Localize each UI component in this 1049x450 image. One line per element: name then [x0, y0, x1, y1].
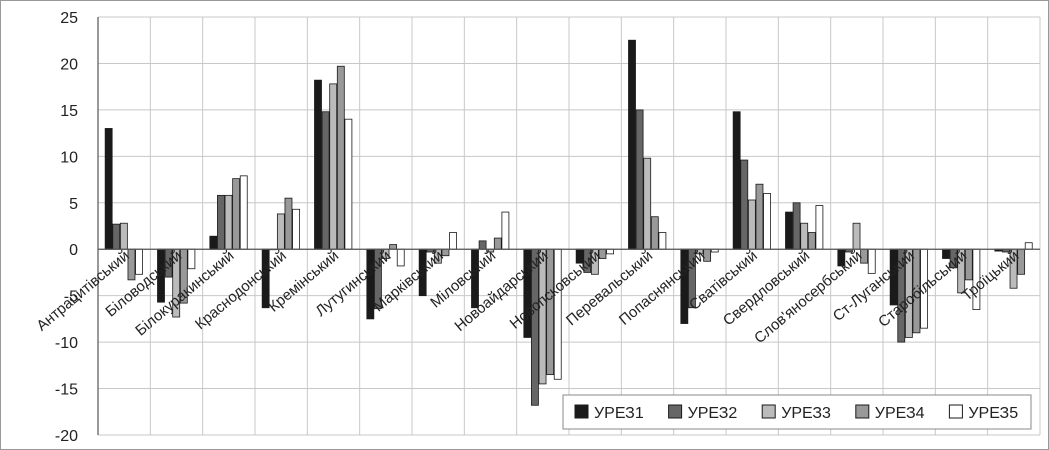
bar	[449, 232, 457, 250]
bar	[209, 235, 218, 250]
bar	[763, 193, 771, 250]
bar	[135, 248, 143, 275]
bar	[755, 183, 764, 250]
bar	[1024, 242, 1033, 250]
legend-swatch	[948, 404, 963, 419]
axes	[97, 17, 1040, 435]
bar	[747, 199, 756, 250]
bar	[217, 194, 225, 250]
legend-swatch	[574, 404, 589, 419]
legend-swatch	[668, 404, 683, 419]
bar	[501, 211, 510, 250]
bar	[127, 248, 136, 281]
bar	[321, 111, 330, 250]
y-tick-label: 20	[60, 56, 78, 73]
legend-swatch	[855, 404, 870, 419]
bar	[441, 248, 450, 257]
bar	[187, 248, 196, 270]
bar	[785, 211, 793, 250]
bar	[643, 157, 652, 250]
bar	[344, 118, 353, 250]
bar	[635, 109, 644, 250]
bar	[740, 159, 749, 250]
y-tick-labels: -20 -15 -10 -5 0 5 10 15 20 25	[55, 10, 78, 445]
y-tick-label: 25	[60, 10, 78, 27]
bar	[112, 223, 121, 250]
legend-label: УРЕЗ2	[688, 405, 738, 422]
bar	[964, 248, 973, 281]
bar	[650, 216, 659, 250]
bar	[276, 213, 285, 250]
bar	[314, 79, 322, 250]
bar	[732, 111, 741, 250]
y-tick-label: 5	[69, 196, 78, 213]
bar	[292, 208, 300, 250]
legend-label: УРЕЗ4	[875, 405, 925, 422]
y-tick-label: -5	[64, 289, 78, 306]
bar	[867, 248, 876, 274]
bar	[396, 248, 405, 267]
grid-lines	[97, 16, 1041, 436]
y-tick-label: 10	[60, 149, 78, 166]
bar	[852, 222, 861, 250]
bar	[807, 232, 816, 250]
y-tick-label: -10	[55, 335, 78, 352]
bar	[119, 222, 128, 250]
legend-label: УРЕЗ5	[968, 405, 1018, 422]
bar	[239, 175, 248, 250]
bar	[658, 232, 667, 250]
bar	[792, 202, 801, 250]
y-tick-label: 15	[60, 103, 78, 120]
bar	[493, 237, 502, 250]
legend-label: УРЕЗ3	[781, 405, 831, 422]
bar	[800, 222, 809, 250]
legend-swatch	[761, 404, 776, 419]
y-tick-label: -15	[55, 382, 78, 399]
legend-label: УРЕЗ1	[594, 405, 644, 422]
bar	[628, 39, 636, 250]
bar	[389, 244, 398, 250]
bar	[553, 248, 562, 380]
bar	[284, 197, 293, 250]
bars-group	[104, 39, 1033, 406]
bar	[232, 178, 241, 250]
bar	[104, 128, 113, 250]
y-tick-label: 0	[69, 242, 78, 259]
bar	[546, 248, 555, 376]
bar	[336, 65, 345, 250]
bar	[606, 248, 614, 255]
y-tick-label: -20	[55, 428, 78, 445]
legend: УРЕЗ1 УРЕЗ2 УРЕЗ3 УРЕЗ4 УРЕЗ5	[562, 394, 1032, 430]
bar	[224, 194, 233, 250]
bar	[329, 83, 338, 250]
bar	[815, 205, 824, 250]
bar	[478, 240, 487, 250]
